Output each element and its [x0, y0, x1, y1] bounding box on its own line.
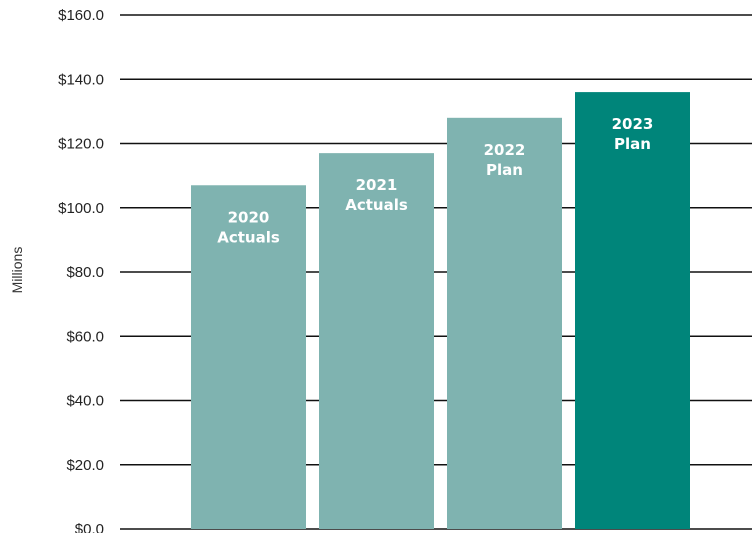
bar-label-year: 2020 — [228, 208, 270, 226]
y-tick-label: $160.0 — [58, 7, 104, 24]
bar-label-year: 2022 — [484, 141, 526, 159]
y-tick-label: $80.0 — [66, 264, 104, 281]
bar-label-type: Plan — [614, 135, 651, 153]
y-tick-label: $120.0 — [58, 136, 104, 153]
bar — [191, 185, 306, 529]
bar-label-type: Actuals — [345, 196, 408, 214]
bar — [575, 92, 690, 529]
bar-label-year: 2023 — [612, 115, 654, 133]
y-tick-label: $20.0 — [66, 457, 104, 474]
bar — [447, 117, 562, 530]
bar-label-type: Plan — [486, 161, 523, 179]
y-tick-label: $0.0 — [75, 521, 104, 533]
y-tick-label: $40.0 — [66, 393, 104, 410]
y-tick-label: $100.0 — [58, 200, 104, 217]
bar-label-year: 2021 — [356, 176, 398, 194]
y-tick-label: $60.0 — [66, 328, 104, 345]
bar-label-type: Actuals — [217, 228, 280, 246]
y-axis-title: Millions — [9, 247, 25, 294]
y-tick-label: $140.0 — [58, 71, 104, 88]
bar — [319, 153, 434, 529]
bars: 2020 Actuals 2021 Actuals 2022 Plan 2023 Plan — [191, 92, 690, 530]
